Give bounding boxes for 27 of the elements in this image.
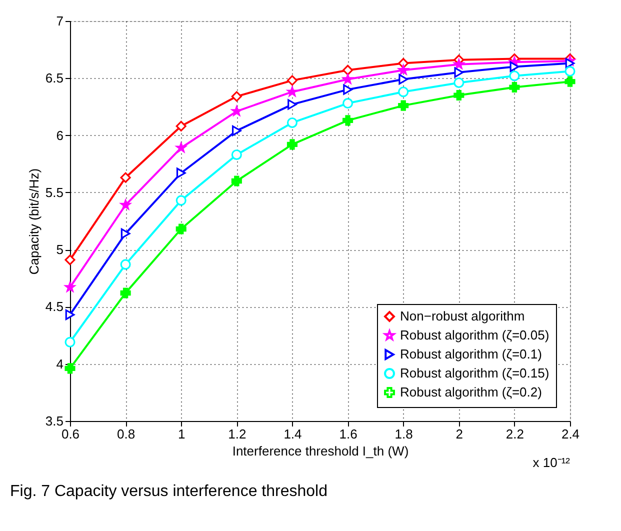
x-axis-title: Interference threshold I_th (W) bbox=[232, 444, 409, 458]
y-axis-title: Capacity (bit/s/Hz) bbox=[26, 168, 42, 275]
y-tick-label: 6.5 bbox=[45, 70, 64, 86]
x-tick-label: 0.8 bbox=[117, 426, 136, 442]
y-tick-label: 4.5 bbox=[45, 299, 64, 314]
x-tick-label: 1.4 bbox=[284, 426, 302, 442]
x-tick-label: 1.2 bbox=[228, 426, 246, 442]
x-tick-label: 1.6 bbox=[339, 426, 358, 442]
x-tick-label: 0.6 bbox=[61, 426, 80, 442]
y-tick-label: 6 bbox=[56, 128, 64, 143]
legend-label: Robust algorithm (ζ=0.05) bbox=[400, 328, 550, 342]
legend-label: Robust algorithm (ζ=0.15) bbox=[400, 366, 550, 380]
legend-label: Robust algorithm (ζ=0.1) bbox=[400, 346, 542, 362]
y-tick-label: 5 bbox=[56, 242, 64, 258]
caption: Fig. 7 Capacity versus interference threshold bbox=[10, 483, 328, 500]
y-tick-label: 4 bbox=[56, 356, 64, 372]
y-tick-label: 5.5 bbox=[45, 184, 64, 200]
legend-label: Non−robust algorithm bbox=[400, 308, 525, 324]
x-tick-label: 2 bbox=[456, 426, 464, 442]
y-tick-label: 3.5 bbox=[45, 414, 64, 428]
x-tick-label: 1.8 bbox=[394, 426, 413, 442]
y-tick-label: 7 bbox=[56, 14, 64, 28]
legend-label: Robust algorithm (ζ=0.2) bbox=[400, 384, 542, 400]
text: x 10⁻¹² bbox=[532, 455, 571, 470]
x-tick-label: 1 bbox=[178, 426, 186, 442]
x-tick-label: 2.2 bbox=[506, 426, 524, 442]
x-tick-label: 2.4 bbox=[561, 426, 580, 442]
